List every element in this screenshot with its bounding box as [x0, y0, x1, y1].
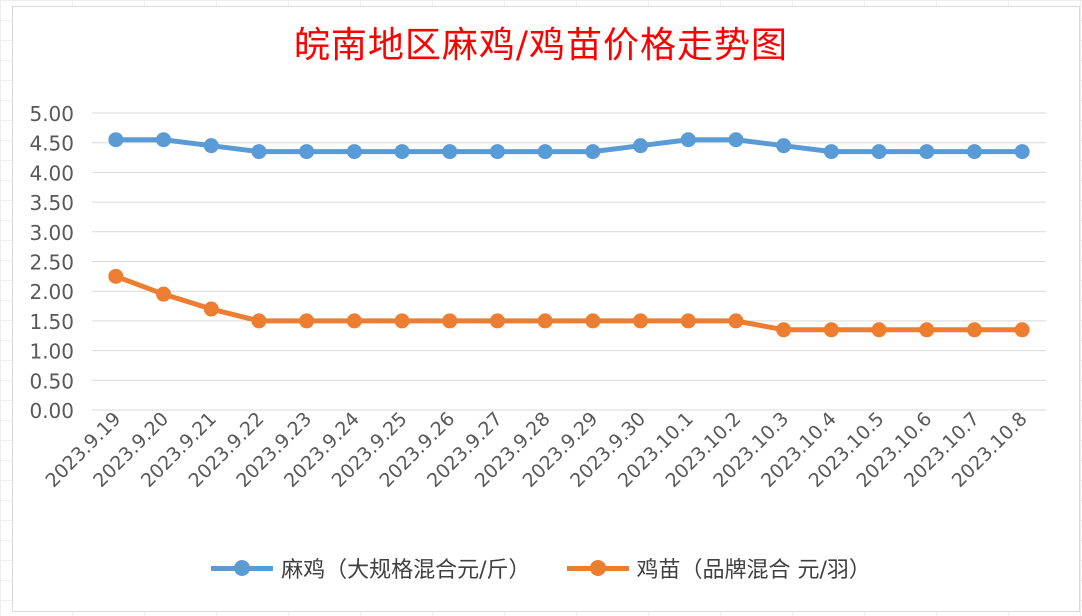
series-point-1 — [203, 301, 219, 317]
series-point-1 — [633, 313, 649, 329]
y-tick-label: 5.00 — [29, 102, 74, 126]
legend-label-maji: 麻鸡（大规格混合元/斤） — [281, 558, 531, 583]
y-tick-label: 1.50 — [29, 310, 74, 334]
series-line-0 — [113, 137, 1025, 155]
series-point-0 — [251, 144, 267, 160]
series-point-0 — [442, 144, 458, 160]
y-tick-label: 2.50 — [29, 251, 74, 275]
series-point-0 — [776, 138, 792, 154]
y-tick-label: 0.50 — [29, 369, 74, 393]
legend-label-jimiao: 鸡苗（品牌混合 元/羽） — [636, 558, 871, 583]
series-point-0 — [156, 132, 172, 148]
series-point-1 — [108, 268, 124, 284]
series-point-1 — [728, 313, 744, 329]
series-point-0 — [108, 132, 124, 148]
series-point-0 — [871, 144, 887, 160]
series-point-0 — [1014, 144, 1030, 160]
series-point-1 — [346, 313, 362, 329]
legend-item-jimiao: 鸡苗（品牌混合 元/羽） — [566, 552, 871, 584]
series-point-0 — [299, 144, 315, 160]
y-tick-label: 0.00 — [29, 399, 74, 423]
y-tick-label: 4.50 — [29, 132, 74, 156]
series-point-0 — [680, 132, 696, 148]
y-tick-label: 2.00 — [29, 280, 74, 304]
series-point-1 — [919, 322, 935, 338]
series-point-1 — [585, 313, 601, 329]
series-point-1 — [1014, 322, 1030, 338]
series-point-0 — [728, 132, 744, 148]
series-point-1 — [823, 322, 839, 338]
series-point-0 — [919, 144, 935, 160]
series-point-0 — [966, 144, 982, 160]
chart-title: 皖南地区麻鸡/鸡苗价格走势图 — [293, 25, 789, 66]
legend: 麻鸡（大规格混合元/斤） 鸡苗（品牌混合 元/羽） — [0, 552, 1082, 584]
series-point-0 — [203, 138, 219, 154]
y-tick-label: 3.00 — [29, 221, 74, 245]
series-point-1 — [776, 322, 792, 338]
series-point-1 — [966, 322, 982, 338]
legend-swatch-maji — [211, 557, 274, 579]
series-point-0 — [346, 144, 362, 160]
series-point-1 — [442, 313, 458, 329]
series-point-1 — [156, 286, 172, 302]
series-point-1 — [680, 313, 696, 329]
y-tick-label: 3.50 — [29, 191, 74, 215]
series-point-1 — [871, 322, 887, 338]
series-line-1 — [113, 273, 1025, 333]
chart-area[interactable] — [12, 6, 1080, 612]
series-point-0 — [823, 144, 839, 160]
y-tick-label: 4.00 — [29, 161, 74, 185]
series-point-1 — [394, 313, 410, 329]
series-point-1 — [251, 313, 267, 329]
series-point-0 — [537, 144, 553, 160]
series-point-1 — [537, 313, 553, 329]
series-point-0 — [585, 144, 601, 160]
legend-item-maji: 麻鸡（大规格混合元/斤） — [211, 552, 531, 584]
series-point-0 — [489, 144, 505, 160]
legend-swatch-jimiao — [566, 557, 629, 579]
series-point-0 — [633, 138, 649, 154]
series-point-0 — [394, 144, 410, 160]
y-tick-label: 1.00 — [29, 340, 74, 364]
series-point-1 — [299, 313, 315, 329]
series-point-1 — [489, 313, 505, 329]
